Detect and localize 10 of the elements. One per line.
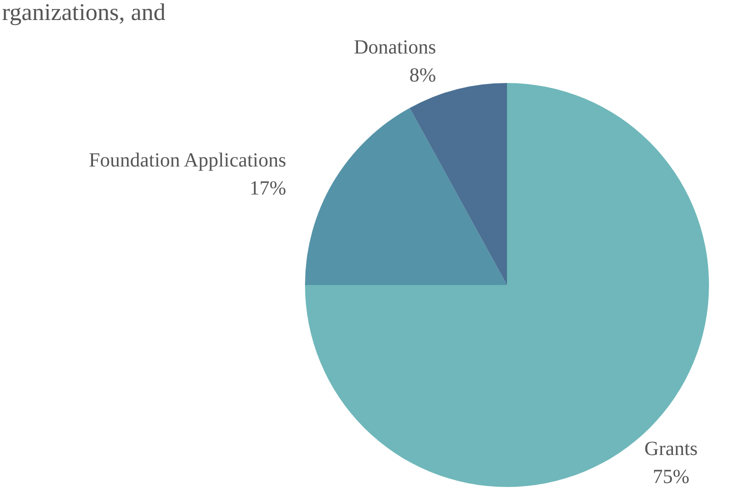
pie-slice xyxy=(410,83,507,285)
text: rganizations, and xyxy=(2,0,166,26)
slice-label: Grants xyxy=(644,438,698,460)
pie-slice xyxy=(305,83,709,487)
data-label: 8% xyxy=(409,64,436,87)
data-label: 75% xyxy=(652,466,690,488)
slice-label: Donations xyxy=(354,36,436,59)
data-label: 17% xyxy=(249,177,286,200)
pie-slice xyxy=(305,108,507,285)
slice-label: Foundation Applications xyxy=(88,149,286,172)
